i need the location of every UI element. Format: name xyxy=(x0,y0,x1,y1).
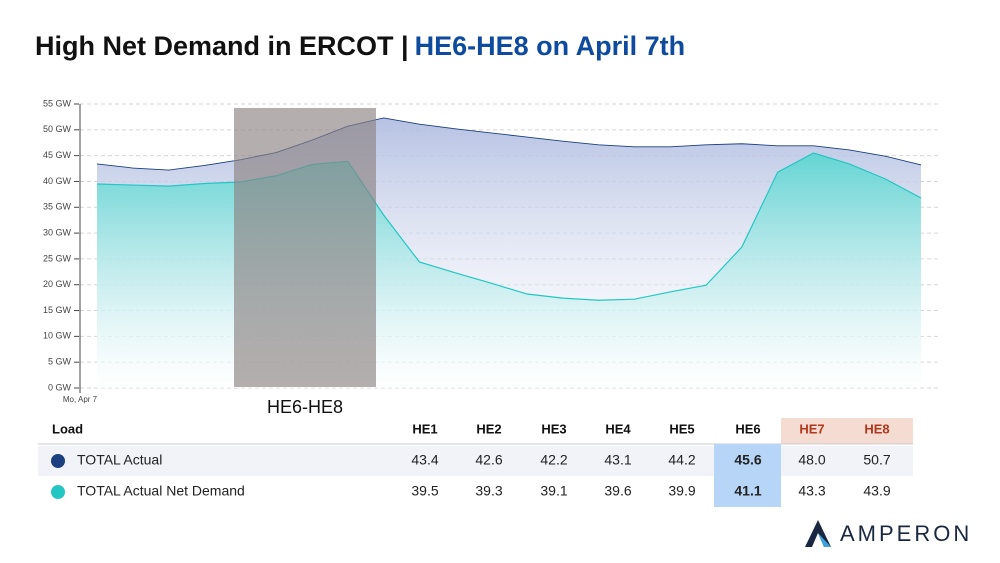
cell: 39.3 xyxy=(475,483,502,499)
cell: 45.6 xyxy=(734,452,761,468)
title-highlight: HE6-HE8 on April 7th xyxy=(415,31,686,61)
cell: 43.9 xyxy=(863,483,890,499)
cell: 50.7 xyxy=(863,452,890,468)
y-tick-label: 35 GW xyxy=(43,202,72,212)
cell: 39.6 xyxy=(604,483,631,499)
cell: 39.9 xyxy=(668,483,695,499)
y-tick-label: 20 GW xyxy=(43,279,72,289)
highlight-window xyxy=(234,108,376,387)
cell: 39.1 xyxy=(540,483,567,499)
cell: 43.3 xyxy=(798,483,825,499)
plot-area: 0 GW 5 GW 10 GW 15 GW 20 GW 25 GW 30 GW 35 GW 40… xyxy=(43,98,940,404)
title: High Net Demand in ERCOT | HE6-HE8 on Apr… xyxy=(35,31,685,61)
y-tick-label: 55 GW xyxy=(43,98,72,108)
y-tick-label: 15 GW xyxy=(43,305,72,315)
row-header-title: Load xyxy=(52,421,83,436)
y-tick-label: 30 GW xyxy=(43,227,72,237)
y-tick-label: 25 GW xyxy=(43,253,72,263)
legend-label: TOTAL Actual xyxy=(77,452,162,468)
column-header: HE8 xyxy=(864,421,889,436)
table: Load HE1 HE2 HE3 HE4 HE5 HE6 HE7 HE8 TOTAL Actual… xyxy=(38,418,913,507)
logo-accent xyxy=(818,533,831,547)
y-tick-label: 0 GW xyxy=(48,382,72,392)
cell: 41.1 xyxy=(734,483,761,499)
cell: 42.2 xyxy=(540,452,567,468)
legend-label: TOTAL Actual Net Demand xyxy=(77,483,245,499)
column-header: HE4 xyxy=(605,421,631,436)
column-header: HE3 xyxy=(541,421,566,436)
highlight-label: HE6-HE8 xyxy=(267,397,343,417)
y-tick-label: 50 GW xyxy=(43,124,72,134)
column-highlight xyxy=(714,444,781,507)
column-header: HE7 xyxy=(799,421,824,436)
column-header: HE5 xyxy=(669,421,694,436)
logo: AMPERON xyxy=(805,520,972,547)
legend-dot xyxy=(51,454,65,468)
cell: 43.1 xyxy=(604,452,631,468)
logo-text: AMPERON xyxy=(840,521,972,546)
cell: 48.0 xyxy=(798,452,825,468)
y-tick-label: 40 GW xyxy=(43,176,72,186)
cell: 39.5 xyxy=(411,483,438,499)
title-main: High Net Demand in ERCOT | xyxy=(35,31,409,61)
y-tick-label: 5 GW xyxy=(48,357,72,367)
x-tick-label: Mo, Apr 7 xyxy=(63,395,98,404)
y-tick-label: 10 GW xyxy=(43,331,72,341)
cell: 42.6 xyxy=(475,452,502,468)
column-header: HE2 xyxy=(476,421,501,436)
cell: 43.4 xyxy=(411,452,438,468)
cell: 44.2 xyxy=(668,452,695,468)
legend-dot xyxy=(51,485,65,499)
header-highlight xyxy=(781,418,913,444)
column-header: HE6 xyxy=(735,421,760,436)
y-tick-label: 45 GW xyxy=(43,150,72,160)
column-header: HE1 xyxy=(412,421,437,436)
